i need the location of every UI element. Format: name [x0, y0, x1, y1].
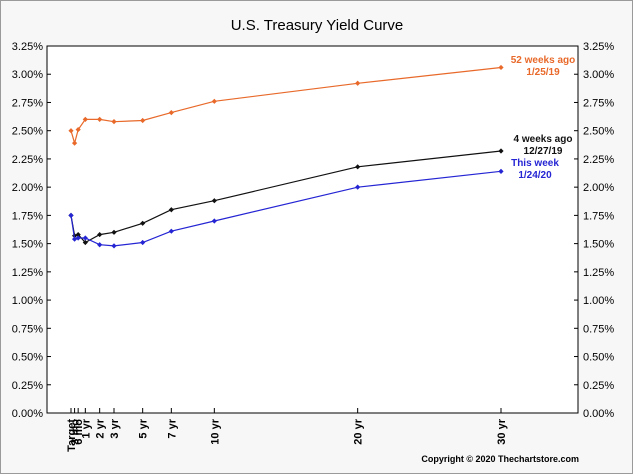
data-point-y52 [355, 80, 361, 86]
data-point-y52 [68, 128, 74, 134]
x-tick-label: 6 mo [73, 419, 85, 445]
data-point-tw [355, 184, 361, 190]
y-tick-label-right: 2.50% [583, 126, 614, 138]
data-point-tw [82, 235, 88, 241]
y-tick-label-left: 0.25% [12, 380, 43, 392]
series-label-w4: 12/27/19 [524, 146, 563, 157]
y-tick-label-right: 1.50% [583, 239, 614, 251]
y-tick-label-left: 0.75% [12, 323, 43, 335]
x-tick-label: 30 yr [496, 418, 508, 444]
series-label-y52: 52 weeks ago [511, 55, 575, 66]
x-tick-label: 1 yr [80, 418, 92, 438]
series-layer [68, 64, 504, 249]
x-tick-label: Target [66, 419, 78, 452]
x-tick-label: 20 yr [353, 418, 365, 444]
x-tick-label: 10 yr [209, 418, 221, 444]
chart-title: U.S. Treasury Yield Curve [231, 17, 404, 34]
plot-area [46, 45, 579, 414]
data-point-tw [140, 239, 146, 246]
data-point-y52 [211, 98, 217, 104]
data-point-tw [97, 242, 103, 248]
y-tick-label-left: 0.50% [12, 352, 43, 364]
data-point-tw [68, 212, 74, 218]
data-point-y52 [498, 64, 504, 71]
y-tick-label-right: 1.75% [583, 210, 614, 222]
data-point-y52 [140, 117, 146, 124]
data-point-tw [168, 228, 174, 234]
series-label-y52: 1/25/19 [526, 67, 560, 78]
data-point-w4 [140, 220, 146, 226]
y-tick-label-right: 0.00% [583, 408, 614, 420]
y-tick-label-left: 2.75% [12, 97, 43, 109]
copyright-note: Copyright © 2020 Thechartstore.com [421, 454, 579, 464]
y-tick-label-right: 0.50% [583, 352, 614, 364]
x-tick-label: 3 yr [109, 418, 121, 438]
data-point-w4 [211, 198, 217, 204]
data-point-y52 [75, 126, 81, 133]
y-tick-label-left: 2.25% [12, 154, 43, 166]
y-tick-label-left: 1.00% [12, 295, 43, 307]
series-label-tw: 1/24/20 [518, 170, 552, 181]
data-point-y52 [111, 119, 117, 125]
data-point-y52 [168, 110, 174, 116]
data-point-w4 [168, 207, 174, 213]
x-tick-label: 7 yr [166, 418, 178, 438]
y-tick-label-right: 2.25% [583, 154, 614, 166]
y-tick-label-right: 2.75% [583, 97, 614, 109]
data-point-w4 [111, 229, 117, 235]
data-point-tw [75, 235, 81, 241]
data-point-w4 [498, 148, 504, 154]
y-tick-label-right: 0.25% [583, 380, 614, 392]
data-point-tw [498, 168, 504, 174]
data-point-w4 [75, 231, 81, 238]
x-tick-label: 5 yr [138, 418, 150, 438]
x-tick-label: 2 yr [95, 418, 107, 438]
data-point-tw [211, 218, 217, 224]
y-tick-label-left: 0.00% [12, 408, 43, 420]
data-point-tw [111, 243, 117, 249]
data-point-y52 [71, 140, 78, 146]
series-label-tw: This week [511, 158, 559, 169]
y-tick-label-left: 2.50% [12, 126, 43, 138]
y-tick-label-right: 0.75% [583, 323, 614, 335]
data-point-y52 [97, 116, 103, 122]
x-tick-label: 3 mo [70, 419, 82, 445]
data-point-y52 [82, 116, 88, 122]
y-tick-label-right: 1.25% [583, 267, 614, 279]
y-tick-label-right: 3.25% [583, 41, 614, 53]
y-tick-label-left: 1.75% [12, 210, 43, 222]
y-tick-label-right: 3.00% [583, 69, 614, 81]
y-tick-label-right: 1.00% [583, 295, 614, 307]
data-point-w4 [97, 231, 103, 238]
y-tick-label-left: 1.50% [12, 239, 43, 251]
y-tick-label-left: 1.25% [12, 267, 43, 279]
y-tick-label-right: 2.00% [583, 182, 614, 194]
y-tick-label-left: 3.25% [12, 41, 43, 53]
data-point-w4 [355, 164, 361, 170]
y-tick-label-left: 2.00% [12, 182, 43, 194]
y-tick-label-left: 3.00% [12, 69, 43, 81]
series-label-w4: 4 weeks ago [514, 134, 573, 145]
axis-ticks: 0.00% 0.00% 0.25% 0.25% 0.50% 0.50% 0.75% 0.75%… [12, 41, 615, 452]
data-point-w4 [82, 239, 88, 246]
